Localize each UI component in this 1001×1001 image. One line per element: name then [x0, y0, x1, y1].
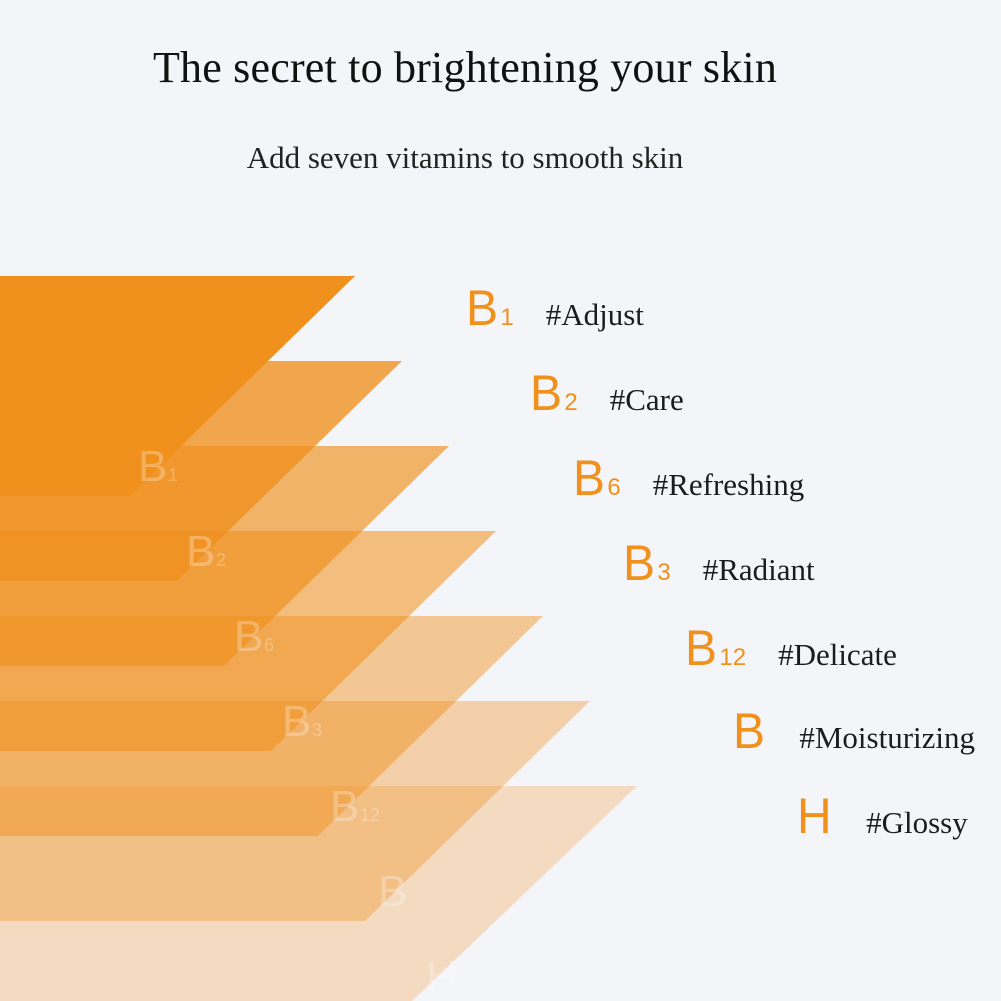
page-subtitle: Add seven vitamins to smooth skin — [246, 140, 684, 175]
ghost-vitamin-subscript: 6 — [264, 635, 274, 655]
vitamin-subscript: 6 — [607, 474, 621, 501]
vitamin-letter: B — [685, 620, 718, 676]
vitamin-benefit-tag: #Radiant — [702, 552, 815, 587]
stair-layer — [0, 701, 590, 921]
vitamin-benefit-tag: #Refreshing — [652, 467, 805, 502]
ghost-vitamin-letter: B — [282, 697, 311, 746]
page-title: The secret to brightening your skin — [152, 43, 778, 92]
vitamin-subscript: 1 — [500, 304, 514, 331]
ghost-vitamin-subscript: 12 — [360, 805, 380, 825]
vitamin-benefit-tag: #Care — [609, 382, 684, 417]
vitamin-letter: B — [466, 280, 499, 336]
stair-layer — [0, 276, 355, 496]
vitamin-benefit-tag: #Glossy — [866, 805, 968, 840]
ghost-vitamin-subscript: 2 — [216, 550, 226, 570]
ghost-vitamin-letter: H — [426, 952, 458, 1001]
ghost-vitamin-subscript: 1 — [168, 465, 178, 485]
vitamin-subscript: 12 — [719, 644, 747, 671]
vitamin-subscript: 2 — [564, 389, 578, 416]
vitamin-letter: B — [530, 365, 563, 421]
vitamin-letter: H — [797, 788, 832, 844]
vitamin-letter: B — [573, 450, 606, 506]
vitamin-benefit-tag: #Adjust — [545, 297, 644, 332]
ghost-vitamin-letter: B — [186, 527, 215, 576]
vitamin-row: B #Moisturizing — [733, 706, 975, 756]
vitamin-row: H #Glossy — [797, 791, 968, 841]
vitamin-row: B 1 #Adjust — [466, 283, 644, 333]
ghost-vitamin-letter: B — [138, 442, 167, 491]
vitamin-row: B 6 #Refreshing — [573, 453, 804, 503]
stair-layer — [0, 786, 637, 1001]
ghost-vitamin-letter: B — [330, 782, 359, 831]
ghost-vitamin-letter: B — [378, 867, 407, 916]
vitamin-subscript: 3 — [657, 559, 671, 586]
vitamin-letter: B — [623, 535, 656, 591]
ghost-vitamin-letter: B — [234, 612, 263, 661]
vitamin-row: B 2 #Care — [530, 368, 684, 418]
vitamin-row: B 3 #Radiant — [623, 538, 815, 588]
vitamin-benefit-tag: #Moisturizing — [799, 720, 976, 755]
vitamin-benefit-tag: #Delicate — [778, 637, 897, 672]
vitamin-letter: B — [733, 703, 766, 759]
ghost-vitamin-subscript: 3 — [312, 720, 322, 740]
vitamin-row: B 12 #Delicate — [685, 623, 897, 673]
